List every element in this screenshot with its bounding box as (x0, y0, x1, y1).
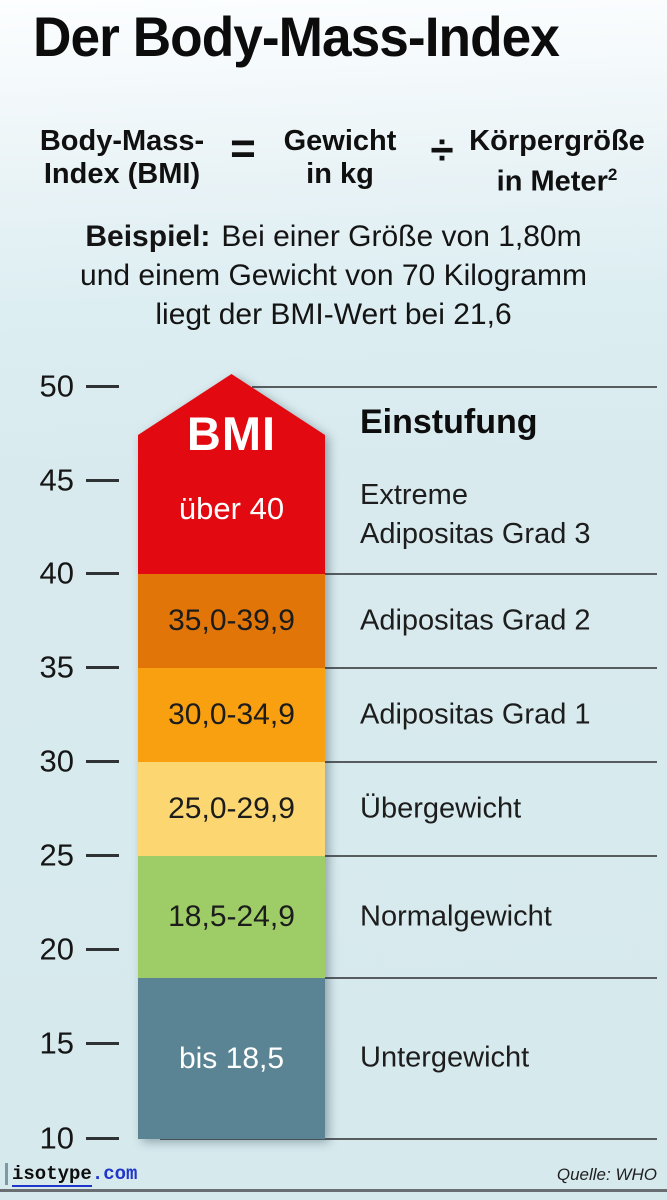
brand-domain: .com (91, 1163, 138, 1185)
classification-label: Extreme Adipositas Grad 3 (360, 476, 591, 554)
classification-line1: Extreme (360, 479, 468, 511)
classification-label: Normalgewicht (360, 900, 552, 933)
band-adipositas-1: 30,0-34,9 (138, 668, 325, 762)
axis-tick-mark (86, 1042, 119, 1045)
axis-tick-label: 40 (39, 555, 74, 591)
example-line2: und einem Gewicht von 70 Kilogramm (80, 259, 587, 292)
axis-tick-label: 45 (39, 462, 74, 498)
axis-tick-mark (86, 760, 119, 763)
classification-label: Übergewicht (360, 792, 522, 825)
gridline (252, 386, 657, 388)
gridline (160, 761, 657, 763)
gridline (160, 1138, 657, 1140)
example-line3: liegt der BMI-Wert bei 21,6 (155, 298, 512, 331)
axis-tick-label: 35 (39, 649, 74, 685)
axis-tick-label: 50 (39, 368, 74, 404)
gridline (160, 667, 657, 669)
example-line1: Beispiel: Bei einer Größe von 1,80m (0, 217, 667, 256)
axis-tick-mark (86, 948, 119, 951)
axis-tick-mark (86, 385, 119, 388)
gridline (160, 977, 657, 979)
formula-height-line2: in Meter2 (469, 158, 645, 199)
example-label: Beispiel: (85, 220, 211, 253)
isotype-logo-link[interactable]: isotype.com (5, 1163, 138, 1187)
gridline (160, 855, 657, 857)
example-text: Beispiel: Bei einer Größe von 1,80m und e… (0, 217, 667, 334)
classification-header: Einstufung (360, 403, 538, 441)
axis-tick-mark (86, 572, 119, 575)
band-range-label: über 40 (178, 491, 285, 526)
classification-label: Untergewicht (360, 1041, 530, 1074)
band-normalgewicht: 18,5-24,9 (138, 856, 325, 978)
band-range-label: 35,0-39,9 (168, 604, 295, 637)
formula-weight-line1: Gewicht (283, 125, 397, 157)
axis-tick-mark (86, 854, 119, 857)
axis-tick-label: 20 (39, 931, 74, 967)
column-title: BMI (186, 407, 277, 460)
axis-tick-label: 15 (39, 1025, 74, 1061)
axis-tick-mark (86, 479, 119, 482)
band-uebergewicht: 25,0-29,9 (138, 762, 325, 856)
band-range-label: 25,0-29,9 (168, 792, 295, 825)
formula-height-line1: Körpergröße (469, 125, 645, 157)
axis-tick-mark (86, 1137, 119, 1140)
band-adipositas-2: 35,0-39,9 (138, 574, 325, 668)
formula-weight: Gewicht in kg (284, 125, 397, 191)
formula-lhs: Body-Mass- Index (BMI) (40, 125, 204, 191)
gridline (160, 573, 657, 575)
equals-sign: = (230, 124, 256, 173)
formula-height: Körpergröße in Meter2 (469, 125, 645, 199)
band-untergewicht: bis 18,5 (138, 978, 325, 1139)
band-range-label: 18,5-24,9 (168, 900, 295, 933)
brand-name: isotype (12, 1163, 92, 1187)
formula-weight-line2: in kg (306, 158, 374, 190)
bmi-scale-column: BMI über 40 35,0-39,9 30,0-34,9 25,0-29,… (138, 374, 325, 1139)
band-range-label: bis 18,5 (178, 1041, 285, 1075)
source-credit: Quelle: WHO (556, 1165, 657, 1184)
classification-line2: Adipositas Grad 3 (360, 518, 591, 550)
page-title: Der Body-Mass-Index (33, 5, 560, 68)
formula-height-exponent: 2 (607, 165, 618, 184)
formula-lhs-line1: Body-Mass- (39, 125, 205, 157)
example-line1-rest: Bei einer Größe von 1,80m (221, 220, 582, 253)
axis-tick-mark (86, 666, 119, 669)
division-sign: ÷ (430, 126, 454, 173)
formula-height-unit: in Meter (496, 165, 608, 198)
band-extreme-adipositas: BMI über 40 (138, 374, 325, 574)
classification-label: Adipositas Grad 1 (360, 698, 591, 731)
axis-tick-label: 30 (39, 743, 74, 779)
axis-tick-label: 25 (39, 837, 74, 873)
band-range-label: 30,0-34,9 (168, 698, 295, 731)
footer-divider (0, 1189, 667, 1192)
formula-lhs-line2: Index (BMI) (43, 158, 201, 190)
axis-tick-label: 10 (39, 1120, 74, 1156)
classification-label: Adipositas Grad 2 (360, 604, 591, 637)
